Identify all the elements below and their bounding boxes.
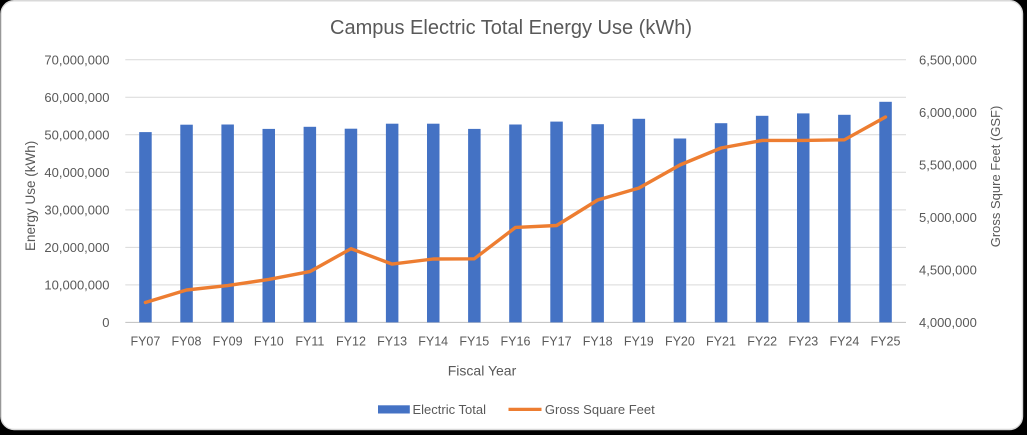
svg-text:FY21: FY21 — [706, 334, 736, 348]
svg-text:Gross Square Feet: Gross Square Feet — [545, 402, 655, 417]
svg-text:4,500,000: 4,500,000 — [919, 262, 977, 277]
svg-text:FY10: FY10 — [254, 334, 284, 348]
svg-text:FY23: FY23 — [788, 334, 818, 348]
svg-text:5,500,000: 5,500,000 — [919, 157, 977, 172]
svg-text:70,000,000: 70,000,000 — [44, 52, 109, 67]
svg-text:Fiscal Year: Fiscal Year — [448, 363, 517, 379]
svg-text:FY13: FY13 — [377, 334, 407, 348]
svg-text:Energy Use (kWh): Energy Use (kWh) — [23, 141, 38, 251]
svg-text:Gross Squre Feet (GSF): Gross Squre Feet (GSF) — [988, 106, 1003, 248]
svg-text:FY20: FY20 — [665, 334, 695, 348]
svg-text:Electric Total: Electric Total — [413, 402, 487, 417]
svg-text:0: 0 — [102, 315, 109, 330]
svg-text:FY19: FY19 — [624, 334, 654, 348]
svg-text:50,000,000: 50,000,000 — [44, 127, 109, 142]
svg-text:FY25: FY25 — [871, 334, 901, 348]
svg-text:10,000,000: 10,000,000 — [44, 277, 109, 292]
svg-text:FY18: FY18 — [583, 334, 613, 348]
svg-text:FY07: FY07 — [130, 334, 160, 348]
svg-text:6,500,000: 6,500,000 — [919, 52, 977, 67]
svg-text:FY11: FY11 — [295, 334, 324, 348]
svg-text:20,000,000: 20,000,000 — [44, 240, 109, 255]
svg-text:60,000,000: 60,000,000 — [44, 90, 109, 105]
svg-text:FY22: FY22 — [747, 334, 777, 348]
svg-text:30,000,000: 30,000,000 — [44, 202, 109, 217]
svg-text:FY09: FY09 — [213, 334, 243, 348]
svg-text:FY14: FY14 — [418, 334, 448, 348]
svg-text:5,000,000: 5,000,000 — [919, 210, 977, 225]
svg-text:6,000,000: 6,000,000 — [919, 105, 977, 120]
svg-text:Campus Electric Total Energy U: Campus Electric Total Energy Use (kWh) — [330, 17, 692, 39]
svg-text:FY24: FY24 — [829, 334, 859, 348]
svg-text:FY16: FY16 — [501, 334, 531, 348]
svg-text:FY15: FY15 — [459, 334, 489, 348]
svg-text:FY17: FY17 — [542, 334, 572, 348]
svg-text:4,000,000: 4,000,000 — [919, 315, 977, 330]
svg-text:FY12: FY12 — [336, 334, 366, 348]
svg-text:40,000,000: 40,000,000 — [44, 165, 109, 180]
svg-text:FY08: FY08 — [172, 334, 202, 348]
